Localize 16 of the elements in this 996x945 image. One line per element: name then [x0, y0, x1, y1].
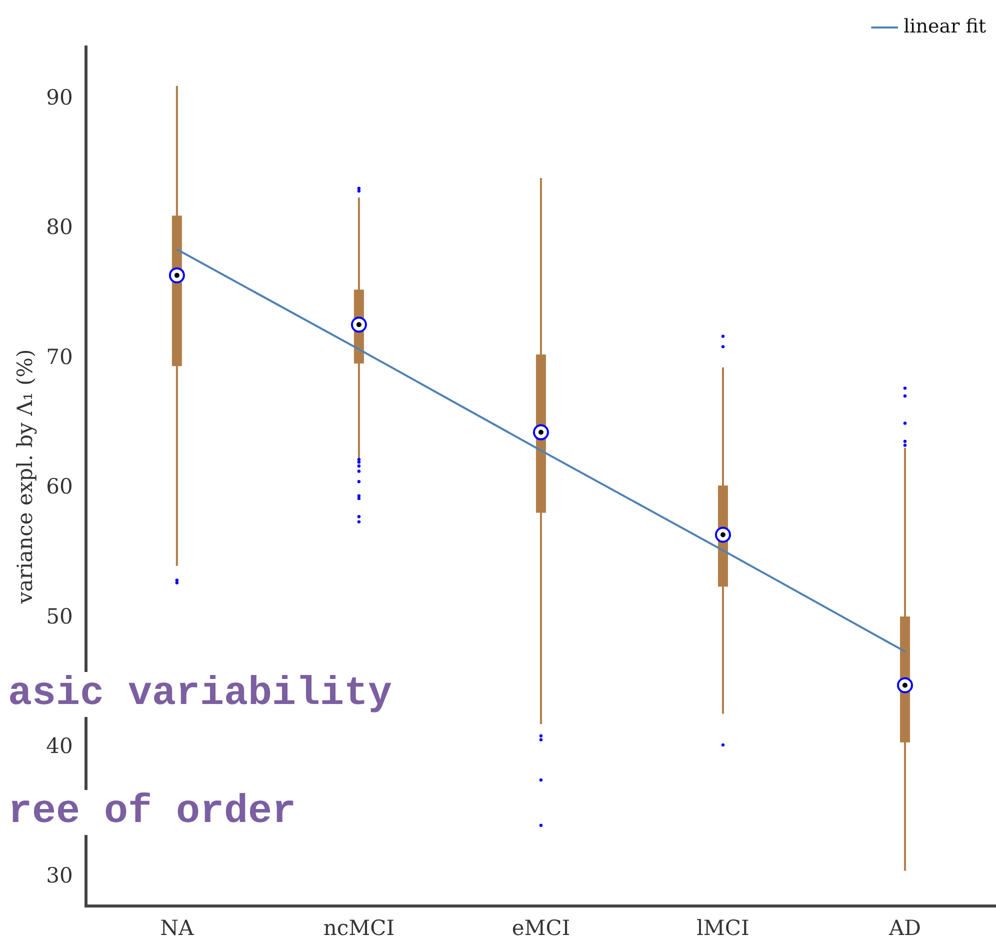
annotation: asic variability	[4, 672, 396, 717]
y-tick-label: 80	[46, 215, 73, 240]
y-tick-label: 70	[46, 344, 73, 369]
y-tick-label: 30	[46, 864, 73, 888]
x-tick-label: lMCI	[696, 916, 750, 940]
y-axis-title: variance expl. by Λ₁ (%)	[13, 349, 38, 605]
x-tick-label: ncMCI	[323, 916, 395, 940]
y-tick-label: 60	[46, 474, 73, 499]
y-tick-label: 50	[46, 604, 73, 628]
y-tick-label: 90	[46, 85, 73, 110]
annotation: ree of order	[4, 790, 300, 835]
x-tick-label: AD	[888, 916, 921, 940]
legend-label: linear fit	[904, 15, 986, 38]
x-tick-label: NA	[160, 916, 195, 940]
y-tick-label: 40	[46, 734, 73, 758]
x-tick-label: eMCI	[512, 916, 570, 940]
